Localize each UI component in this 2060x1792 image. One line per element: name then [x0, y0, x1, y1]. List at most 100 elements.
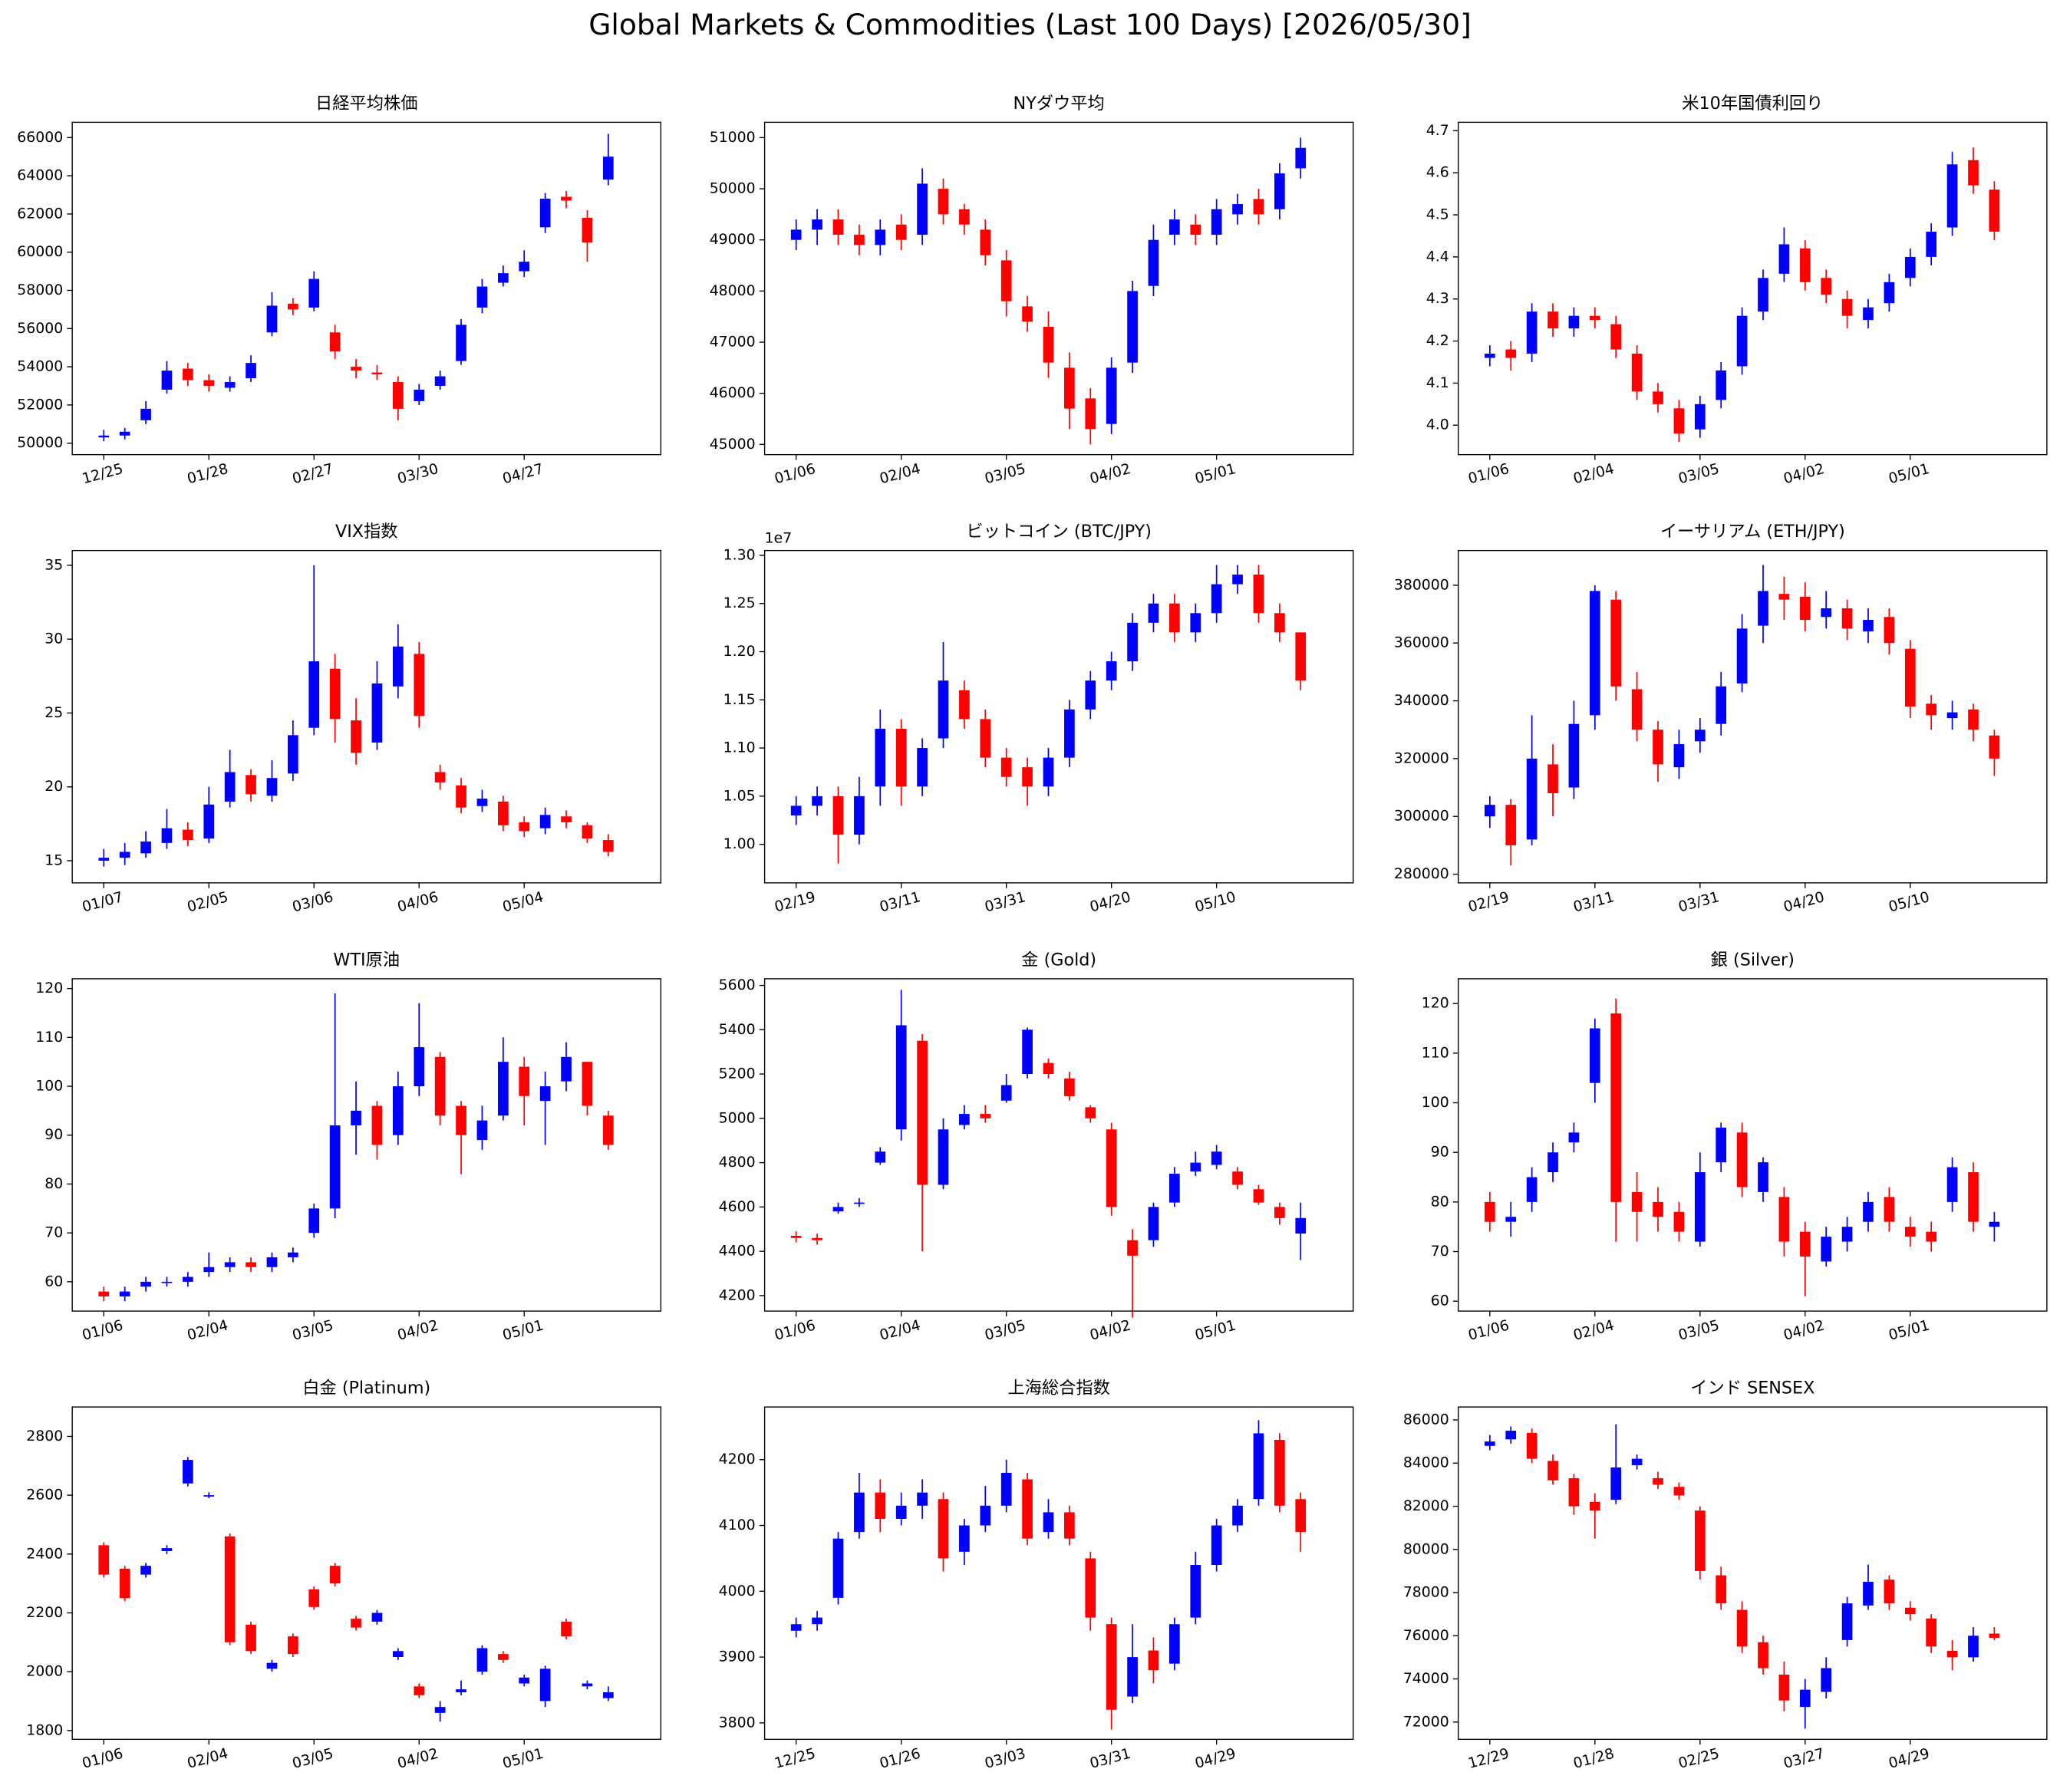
- candle-body: [1926, 703, 1937, 716]
- candle-body: [854, 1492, 865, 1533]
- candle-body: [1736, 628, 1748, 684]
- candle-body: [959, 690, 970, 720]
- candle-body: [832, 219, 844, 236]
- candle-body: [938, 189, 949, 215]
- candle-body: [1022, 1029, 1033, 1075]
- candle-body: [582, 825, 593, 839]
- candle-body: [351, 720, 361, 753]
- candle-body: [119, 431, 130, 436]
- y-tick-label: 4.0: [1426, 417, 1449, 433]
- candle-body: [1610, 1467, 1622, 1500]
- y-tick-label: 4200: [719, 1287, 756, 1303]
- candle-body: [790, 805, 802, 815]
- candle-body: [980, 1114, 991, 1118]
- candle-body: [1841, 298, 1853, 316]
- candle-body: [1863, 1201, 1874, 1222]
- candle-body: [1106, 1129, 1117, 1207]
- subplot-title: WTI原油: [333, 950, 400, 970]
- candle-body: [812, 1617, 822, 1625]
- candle-body: [288, 303, 298, 310]
- y-tick-label: 90: [44, 1127, 63, 1143]
- axes-frame: [71, 978, 662, 1312]
- candle-body: [1904, 256, 1916, 278]
- candle-body: [1526, 311, 1538, 354]
- candle-body: [1274, 1440, 1285, 1506]
- y-tick-label: 70: [1431, 1244, 1449, 1260]
- y-tick-label: 45000: [710, 436, 756, 453]
- y-tick-label: 84000: [1403, 1455, 1449, 1471]
- y-tick-label: 2000: [26, 1664, 63, 1680]
- y-tick-label: 54000: [17, 359, 63, 375]
- candle-body: [1106, 661, 1117, 681]
- candle-body: [1043, 327, 1054, 363]
- candle-body: [1253, 199, 1264, 215]
- candle-body: [1946, 1651, 1958, 1658]
- candle-body: [980, 229, 991, 255]
- candle-body: [98, 1291, 110, 1296]
- candle-body: [1190, 1565, 1201, 1618]
- candle-body: [1631, 1458, 1643, 1466]
- candle-body: [1946, 1167, 1958, 1202]
- candle-body: [1821, 1237, 1832, 1262]
- candle-body: [1884, 282, 1895, 304]
- candle-body: [812, 796, 822, 806]
- candle-body: [1904, 1227, 1916, 1237]
- candle-body: [183, 368, 193, 380]
- candle-body: [1211, 584, 1222, 614]
- candle-body: [434, 1707, 446, 1713]
- y-tick-label: 3800: [719, 1715, 756, 1731]
- candle-body: [582, 1062, 593, 1106]
- axes-frame: [763, 121, 1354, 456]
- candle-body: [602, 1115, 614, 1145]
- candle-body: [1926, 231, 1937, 257]
- y-tick-label: 86000: [1403, 1412, 1449, 1428]
- candle-body: [1736, 1609, 1748, 1647]
- candle-body: [140, 1566, 151, 1575]
- candle-body: [1589, 1028, 1600, 1083]
- y-tick-label: 2800: [26, 1428, 63, 1444]
- y-tick-label: 46000: [710, 385, 756, 401]
- subplot-title: 米10年国債利回り: [1682, 94, 1823, 114]
- candle-body: [539, 199, 551, 228]
- y-tick-label: 74000: [1403, 1671, 1449, 1687]
- candle-body: [1022, 306, 1033, 322]
- axes-frame: [71, 121, 662, 456]
- y-tick-label: 2600: [26, 1487, 63, 1504]
- y-tick-label: 1.20: [723, 644, 756, 660]
- candle-body: [456, 324, 466, 361]
- candle-body: [1863, 1581, 1874, 1606]
- subplot-title: 日経平均株価: [315, 94, 418, 114]
- candle-body: [456, 785, 466, 808]
- candle-body: [1211, 209, 1222, 236]
- y-tick-label: 360000: [1394, 635, 1449, 651]
- candle-body: [1610, 324, 1622, 350]
- candle-body: [1884, 617, 1895, 644]
- candle-body: [1589, 591, 1600, 716]
- candle-body: [266, 1257, 278, 1267]
- candle-body: [224, 1262, 236, 1267]
- candle-body: [1295, 632, 1307, 681]
- candle-body: [203, 804, 215, 839]
- candle-body: [246, 775, 256, 795]
- y-tick-label: 72000: [1403, 1714, 1449, 1730]
- y-tick-label: 4600: [719, 1199, 756, 1215]
- axis-offset-label: 1e7: [765, 530, 793, 546]
- candle-body: [329, 668, 341, 720]
- y-tick-label: 15: [44, 852, 63, 868]
- candle-body: [1631, 689, 1643, 730]
- candle-body: [1000, 1085, 1012, 1101]
- candle-body: [288, 735, 298, 774]
- candle-body: [476, 286, 488, 308]
- candle-body: [1589, 315, 1600, 321]
- candle-body: [602, 156, 614, 180]
- candle-body: [602, 1692, 614, 1698]
- candle-body: [351, 367, 361, 371]
- candle-body: [1758, 591, 1768, 626]
- axes-frame: [1458, 549, 2048, 884]
- candle-body: [980, 1505, 991, 1526]
- candle-body: [1547, 1152, 1558, 1173]
- y-tick-label: 50000: [710, 181, 756, 197]
- candle-body: [1968, 1636, 1979, 1658]
- candle-body: [1085, 680, 1096, 710]
